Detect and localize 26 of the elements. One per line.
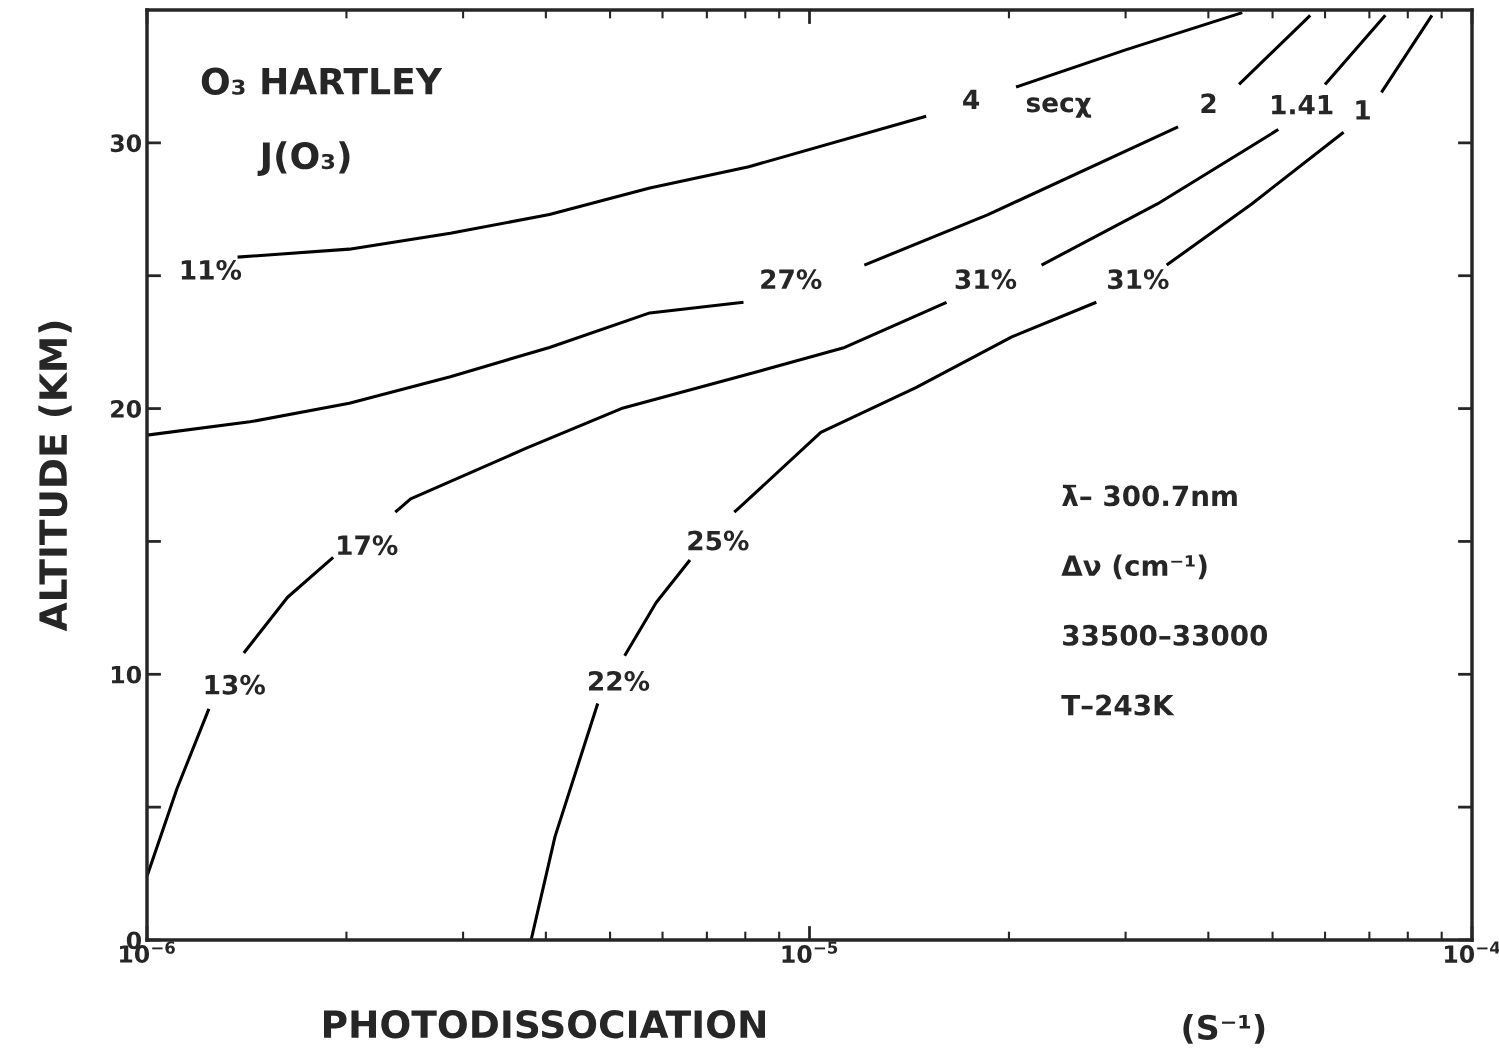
text: O₃ HARTLEY bbox=[201, 67, 443, 95]
x-tick-label: 10$^{−5}$ bbox=[782, 941, 838, 963]
annotation: λ̄– 300.7nm bbox=[1062, 484, 1237, 507]
annotation: T–243K bbox=[1061, 694, 1175, 716]
series-label: 2 bbox=[1201, 93, 1216, 113]
text: J(O₃) bbox=[257, 141, 350, 176]
annotation: 27% bbox=[761, 269, 822, 290]
annotation: secχ bbox=[1026, 97, 1092, 118]
x-axis-title: PHOTODISSOCIATION bbox=[324, 1010, 765, 1039]
y-tick-label: 20 bbox=[111, 400, 142, 418]
text: (S⁻¹) bbox=[1183, 1014, 1265, 1044]
annotation: 31% bbox=[955, 269, 1017, 290]
annotation: 25% bbox=[688, 530, 749, 551]
annotation: 17% bbox=[338, 535, 398, 556]
annotation: 33500–33000 bbox=[1063, 624, 1268, 646]
series-label: 4 bbox=[963, 89, 980, 109]
annotation: 31% bbox=[1108, 269, 1169, 290]
y-axis-title: ALTITUDE (KM) bbox=[38, 321, 72, 632]
y-tick-label: 30 bbox=[110, 134, 142, 153]
annotation: 13% bbox=[205, 674, 265, 695]
annotation: Δν (cm⁻¹) bbox=[1061, 554, 1207, 580]
annotation: 22% bbox=[588, 671, 650, 691]
annotation: 11% bbox=[181, 259, 242, 280]
y-tick-label: 10 bbox=[111, 665, 142, 684]
series-label: 1 bbox=[1356, 100, 1370, 120]
series-label: 1.41 bbox=[1272, 95, 1333, 115]
